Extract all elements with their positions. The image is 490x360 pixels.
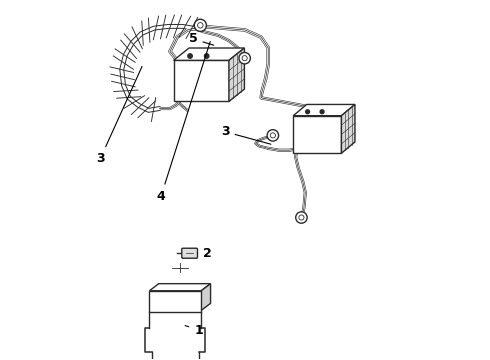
Circle shape <box>267 130 279 141</box>
Text: 1: 1 <box>185 324 203 337</box>
Text: 3: 3 <box>96 67 142 165</box>
Text: 5: 5 <box>189 32 214 45</box>
Bar <box>149 291 201 312</box>
Polygon shape <box>293 104 355 116</box>
Text: 2: 2 <box>197 247 212 260</box>
Circle shape <box>188 54 192 58</box>
Circle shape <box>299 215 304 220</box>
Circle shape <box>197 23 203 28</box>
Polygon shape <box>201 284 211 310</box>
Circle shape <box>306 110 310 114</box>
Text: 3: 3 <box>221 125 271 144</box>
Polygon shape <box>173 48 245 60</box>
Text: 4: 4 <box>157 41 210 203</box>
Circle shape <box>194 19 206 31</box>
Polygon shape <box>342 104 355 153</box>
Bar <box>293 116 342 153</box>
Polygon shape <box>229 48 245 102</box>
Circle shape <box>242 55 247 61</box>
Circle shape <box>204 54 209 58</box>
FancyBboxPatch shape <box>182 248 197 258</box>
Circle shape <box>295 212 307 223</box>
Circle shape <box>239 53 250 64</box>
Polygon shape <box>149 284 211 291</box>
Bar <box>173 60 229 102</box>
Circle shape <box>320 110 324 114</box>
Circle shape <box>270 133 275 138</box>
